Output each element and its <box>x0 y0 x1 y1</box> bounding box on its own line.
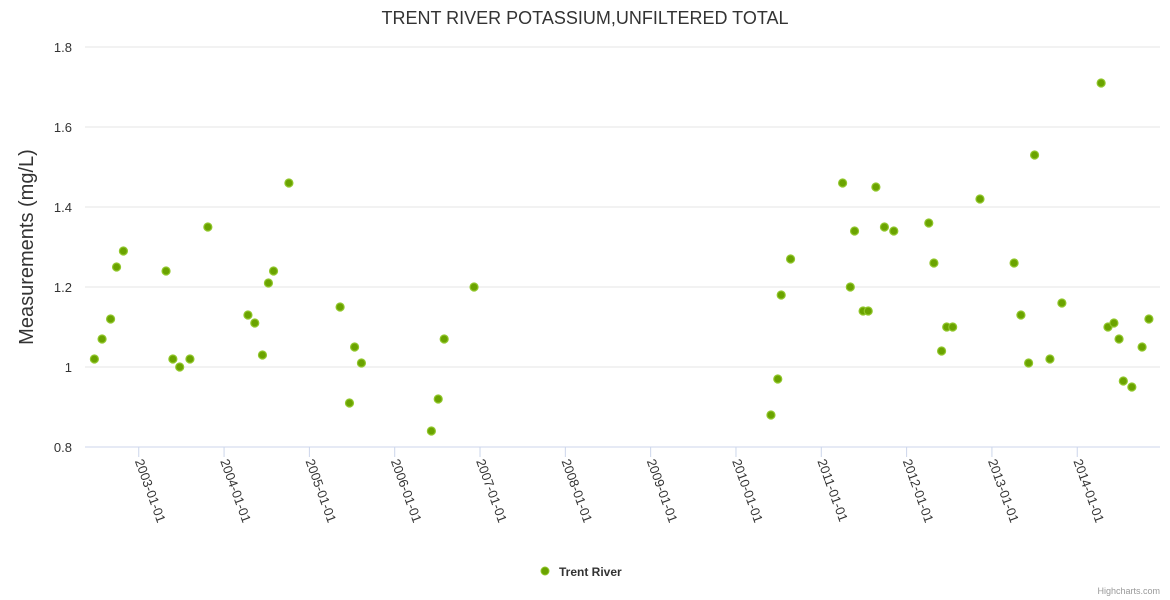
data-point[interactable] <box>776 290 786 300</box>
data-point[interactable] <box>773 374 783 384</box>
data-point[interactable] <box>863 306 873 316</box>
x-tick-label: 2005-01-01 <box>303 457 340 525</box>
data-point[interactable] <box>948 322 958 332</box>
data-point[interactable] <box>1009 258 1019 268</box>
data-point[interactable] <box>1057 298 1067 308</box>
legend-item-trent-river[interactable]: Trent River <box>540 565 622 579</box>
data-point[interactable] <box>161 266 171 276</box>
x-tick-label: 2012-01-01 <box>900 457 937 525</box>
data-point[interactable] <box>871 182 881 192</box>
data-point[interactable] <box>433 394 443 404</box>
y-tick-label: 0.8 <box>54 440 72 455</box>
data-point[interactable] <box>1137 342 1147 352</box>
data-point[interactable] <box>766 410 776 420</box>
y-tick-label: 1 <box>65 360 72 375</box>
data-point[interactable] <box>1029 150 1040 160</box>
data-point[interactable] <box>97 334 107 344</box>
data-point[interactable] <box>889 226 899 236</box>
y-tick-label: 1.8 <box>54 40 72 55</box>
data-point[interactable] <box>439 334 449 344</box>
data-point[interactable] <box>1045 354 1055 364</box>
data-point[interactable] <box>845 282 855 292</box>
data-point[interactable] <box>118 246 128 256</box>
data-point[interactable] <box>175 362 185 372</box>
y-axis-label: Measurements (mg/L) <box>16 149 38 345</box>
data-point[interactable] <box>1024 358 1034 368</box>
x-tick-label: 2011-01-01 <box>814 457 851 524</box>
data-point[interactable] <box>356 358 367 368</box>
data-point[interactable] <box>1127 382 1137 392</box>
x-tick-label: 2014-01-01 <box>1070 457 1107 525</box>
data-point[interactable] <box>838 178 848 188</box>
data-point[interactable] <box>1096 78 1106 88</box>
data-point[interactable] <box>263 278 274 288</box>
x-tick-label: 2006-01-01 <box>388 457 425 525</box>
data-point[interactable] <box>89 354 99 364</box>
data-point[interactable] <box>1114 334 1124 344</box>
data-point[interactable] <box>344 398 355 408</box>
data-point[interactable] <box>203 222 213 232</box>
data-point[interactable] <box>975 194 985 204</box>
legend-label: Trent River <box>559 565 622 579</box>
data-point[interactable] <box>284 178 294 188</box>
data-point[interactable] <box>185 354 195 364</box>
data-point[interactable] <box>250 318 260 328</box>
x-tick-label: 2003-01-01 <box>132 457 169 525</box>
data-point[interactable] <box>257 350 268 360</box>
data-point[interactable] <box>268 266 279 276</box>
x-tick-label: 2004-01-01 <box>217 457 254 525</box>
y-tick-label: 1.2 <box>54 280 72 295</box>
chart-title: TRENT RIVER POTASSIUM,UNFILTERED TOTAL <box>381 8 788 28</box>
data-point[interactable] <box>469 282 479 292</box>
data-point[interactable] <box>243 310 253 320</box>
data-point[interactable] <box>785 254 796 264</box>
data-point[interactable] <box>1144 314 1154 324</box>
x-tick-label: 2010-01-01 <box>729 457 766 525</box>
data-point[interactable] <box>1118 376 1128 386</box>
data-point[interactable] <box>105 314 116 324</box>
x-tick-label: 2013-01-01 <box>985 457 1022 525</box>
data-point[interactable] <box>335 302 345 312</box>
legend-marker <box>540 566 550 576</box>
data-point[interactable] <box>426 426 436 436</box>
x-tick-label: 2009-01-01 <box>644 457 681 525</box>
data-point[interactable] <box>936 346 947 356</box>
data-point[interactable] <box>168 354 178 364</box>
data-point[interactable] <box>929 258 939 268</box>
y-tick-label: 1.6 <box>54 120 72 135</box>
y-tick-label: 1.4 <box>54 200 72 215</box>
data-point[interactable] <box>350 342 360 352</box>
data-point[interactable] <box>111 262 122 272</box>
data-point[interactable] <box>924 218 934 228</box>
data-point[interactable] <box>849 226 860 236</box>
data-point[interactable] <box>1016 310 1026 320</box>
data-point[interactable] <box>879 222 890 232</box>
x-tick-label: 2008-01-01 <box>559 457 596 525</box>
x-tick-label: 2007-01-01 <box>473 457 510 525</box>
data-point[interactable] <box>1109 318 1119 328</box>
credits-link[interactable]: Highcharts.com <box>1097 586 1160 596</box>
